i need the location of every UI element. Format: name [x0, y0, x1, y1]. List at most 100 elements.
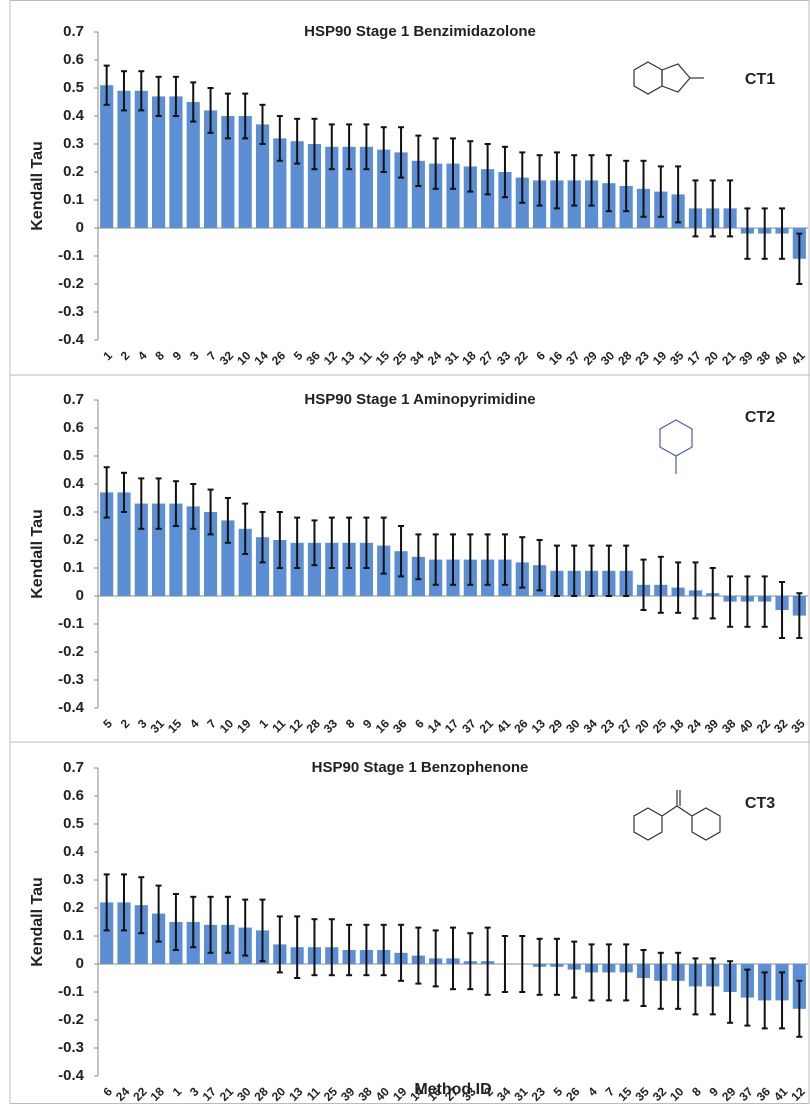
x-tick-label: 7	[204, 716, 219, 731]
bar	[342, 542, 356, 596]
x-tick-label: 9	[170, 348, 185, 363]
x-tick-label: 23	[529, 1084, 549, 1104]
x-tick-label: 36	[390, 716, 410, 736]
y-tick-label: 0.2	[63, 899, 84, 916]
x-tick-label: 2	[118, 716, 133, 731]
y-tick-label: 0.1	[63, 191, 84, 208]
structure-label: CT2	[745, 409, 775, 426]
y-tick-label: 0.2	[63, 531, 84, 548]
x-tick-label: 4	[135, 348, 150, 363]
molecule-benzophenone	[633, 790, 721, 841]
y-tick-label: 0.5	[63, 447, 84, 464]
x-tick-label: 26	[269, 348, 289, 368]
x-tick-label: 7	[603, 1084, 618, 1099]
x-tick-label: 5	[551, 1084, 566, 1099]
bar	[325, 542, 339, 596]
bar	[290, 542, 304, 596]
bar	[481, 169, 495, 228]
bar	[221, 520, 235, 596]
x-tick-label: 5	[291, 348, 306, 363]
y-tick-label: -0.3	[58, 671, 84, 688]
bar	[221, 116, 235, 228]
panel: HSP90 Stage 1 Benzophenone CT3 Kendall Tau…	[29, 759, 808, 1104]
bar	[255, 124, 270, 228]
bar	[394, 152, 408, 228]
x-tick-label: 15	[165, 716, 185, 736]
molecule-benzimidazolone	[633, 61, 704, 95]
bar	[446, 163, 460, 228]
panel: HSP90 Stage 1 Aminopyrimidine CT2 Kendall …	[29, 391, 808, 736]
bar	[152, 503, 166, 596]
x-tick-label: 35	[788, 716, 808, 736]
x-tick-label: 1	[170, 1084, 185, 1099]
y-tick-label: 0	[76, 219, 84, 236]
bar	[117, 902, 131, 964]
x-tick-label: 6	[412, 716, 427, 731]
x-tick-label: 9	[706, 1084, 721, 1099]
x-tick-label: 1	[256, 716, 271, 731]
y-tick-label: 0.5	[63, 815, 84, 832]
y-tick-label: 0.1	[63, 559, 84, 576]
y-tick-label: -0.2	[58, 643, 84, 660]
bar	[169, 503, 183, 596]
x-tick-label: 2	[118, 348, 133, 363]
y-tick-label: -0.2	[58, 1011, 84, 1028]
bar	[134, 905, 148, 964]
bar	[463, 166, 477, 228]
y-tick-label: 0.5	[63, 79, 84, 96]
x-tick-label: 33	[321, 716, 341, 736]
bar	[186, 506, 200, 596]
x-tick-label: 4	[585, 1084, 600, 1099]
y-axis-label: Kendall Tau	[29, 141, 46, 231]
bar	[117, 492, 131, 596]
structure-label: CT3	[745, 795, 775, 812]
x-tick-label: 8	[152, 348, 167, 363]
y-axis-label: Kendall Tau	[29, 509, 46, 599]
y-tick-label: -0.2	[58, 275, 84, 292]
y-tick-label: 0.3	[63, 871, 84, 888]
chart-title: HSP90 Stage 1 Benzophenone	[312, 759, 529, 776]
x-tick-label: 6	[100, 1084, 115, 1099]
y-tick-label: 0	[76, 955, 84, 972]
y-tick-label: -0.3	[58, 1039, 84, 1056]
x-tick-label: 3	[187, 1084, 202, 1099]
y-tick-label: -0.1	[58, 983, 84, 1000]
x-tick-label: 13	[286, 1084, 306, 1104]
bar	[203, 512, 218, 596]
structure-label: CT1	[745, 71, 775, 88]
bar	[186, 102, 200, 228]
y-tick-label: 0.7	[63, 391, 84, 408]
y-tick-label: 0.6	[63, 787, 84, 804]
bar	[307, 542, 322, 596]
panel: HSP90 Stage 1 Benzimidazolone CT1 Kendall …	[29, 23, 808, 368]
x-tick-label: 26	[563, 1084, 583, 1104]
x-tick-label: 1	[100, 348, 115, 363]
bar	[411, 160, 425, 228]
x-tick-label: 9	[360, 716, 375, 731]
bar	[290, 141, 304, 228]
bar	[100, 492, 114, 596]
bar	[169, 96, 183, 229]
x-tick-label: 3	[135, 716, 150, 731]
x-tick-label: 41	[788, 348, 808, 368]
y-tick-label: 0.2	[63, 163, 84, 180]
x-tick-label: 8	[343, 716, 358, 731]
x-tick-label: 19	[234, 716, 254, 736]
bar	[203, 110, 218, 228]
y-axis-label: Kendall Tau	[29, 877, 46, 967]
x-tick-label: 7	[204, 348, 219, 363]
x-tick-label: 5	[100, 716, 115, 731]
bar	[325, 146, 339, 228]
y-tick-label: 0.4	[63, 843, 85, 860]
molecule-aminopyrimidine	[659, 419, 693, 474]
x-tick-label: 13	[338, 348, 358, 368]
y-tick-label: -0.4	[58, 331, 85, 348]
y-tick-label: 0.3	[63, 503, 84, 520]
bar	[134, 90, 148, 228]
y-tick-label: -0.1	[58, 247, 84, 264]
y-tick-label: -0.4	[58, 699, 85, 716]
bar	[498, 172, 512, 228]
y-tick-label: -0.4	[58, 1067, 85, 1084]
y-tick-label: 0.4	[63, 475, 85, 492]
